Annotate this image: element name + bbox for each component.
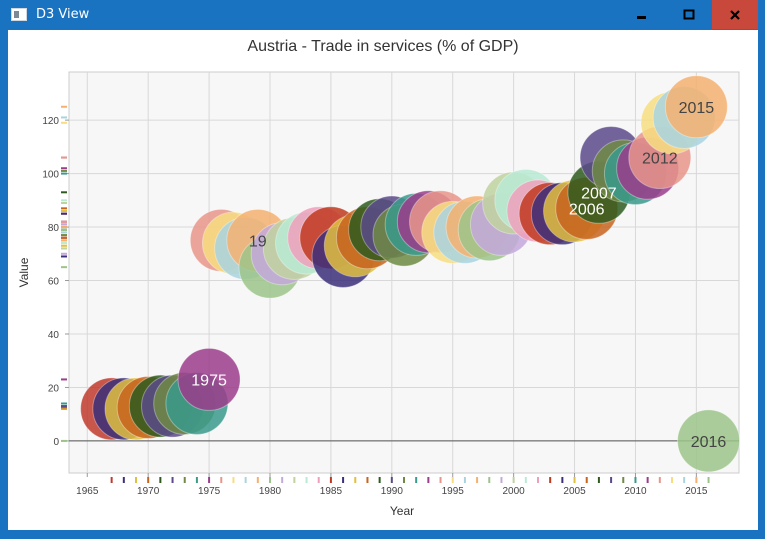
x-tick-label: 2010	[624, 486, 647, 497]
maximize-button[interactable]	[665, 0, 712, 29]
y-tick-label: 100	[42, 170, 59, 181]
x-axis-label: Year	[390, 504, 414, 518]
x-tick-label: 2015	[685, 486, 708, 497]
maximize-icon	[683, 9, 694, 19]
x-tick-label: 1980	[259, 486, 282, 497]
y-axis-label: Value	[17, 257, 31, 287]
y-tick-label: 60	[48, 277, 60, 288]
x-tick-label: 1990	[381, 486, 404, 497]
data-point	[177, 347, 241, 411]
x-tick-label: 1970	[137, 486, 160, 497]
data-label: 2015	[679, 100, 715, 117]
y-tick-label: 40	[48, 330, 60, 341]
data-label: 2012	[642, 151, 678, 168]
x-tick-label: 1985	[320, 486, 343, 497]
data-point	[677, 409, 741, 473]
chart-title: Austria - Trade in services (% of GDP)	[247, 38, 519, 55]
x-tick-label: 2005	[563, 486, 586, 497]
data-label: 19	[249, 233, 267, 250]
minimize-button[interactable]	[618, 0, 665, 29]
x-tick-label: 2000	[503, 486, 526, 497]
chart-area: Austria - Trade in services (% of GDP) 0…	[8, 30, 758, 530]
close-button[interactable]	[712, 0, 758, 29]
x-tick-label: 1995	[442, 486, 465, 497]
data-label: 2006	[569, 201, 605, 218]
x-tick-label: 1975	[198, 486, 221, 497]
window-title: D3 View	[36, 7, 90, 22]
y-tick-label: 0	[53, 437, 59, 448]
y-tick-label: 80	[48, 223, 60, 234]
scatter-plot: 0 20 40 60 80 100 120 1965 1970 1975 1980 1985 1990 1…	[17, 71, 741, 518]
data-label: 1975	[191, 372, 227, 389]
y-tick-label: 20	[48, 383, 60, 394]
title-bar[interactable]: D3 View	[0, 0, 765, 30]
y-tick-label: 120	[42, 116, 59, 127]
app-icon	[11, 8, 27, 21]
data-point	[664, 75, 728, 139]
minimize-icon	[636, 15, 646, 19]
data-label: 2007	[581, 185, 617, 202]
data-label: 2016	[691, 434, 727, 451]
x-tick-label: 1965	[76, 486, 99, 497]
close-icon	[730, 9, 740, 20]
